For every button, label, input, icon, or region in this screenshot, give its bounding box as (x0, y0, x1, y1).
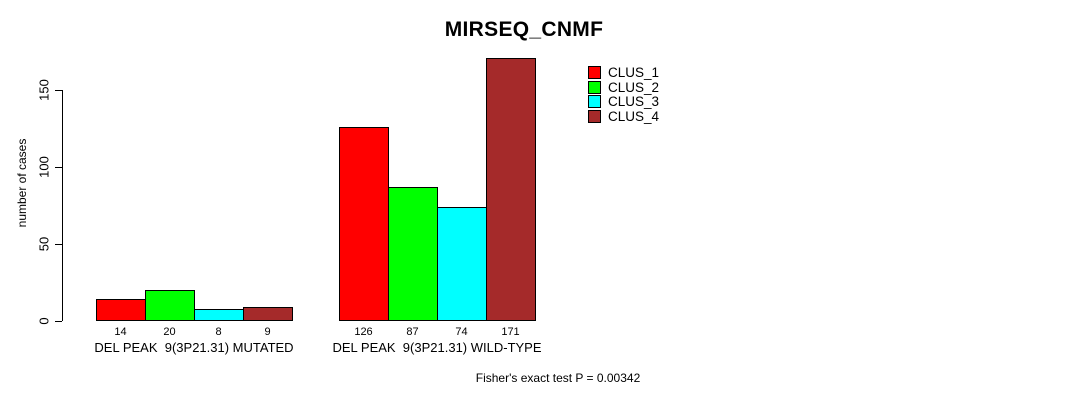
chart-title: MIRSEQ_CNMF (444, 18, 604, 41)
bar-value-label: 87 (406, 326, 419, 338)
legend-label: CLUS_3 (608, 94, 660, 109)
legend-label: CLUS_1 (608, 65, 660, 80)
bar-value-label: 74 (455, 326, 468, 338)
y-tick-mark (55, 90, 62, 91)
y-axis-title: number of cases (15, 138, 29, 228)
y-tick-label: 100 (36, 156, 52, 178)
bar-clus_1-group-0 (96, 299, 146, 321)
y-tick-label: 150 (36, 79, 52, 101)
y-tick-mark (55, 244, 62, 245)
y-tick-mark (55, 321, 62, 322)
y-tick-label: 50 (36, 236, 52, 252)
bar-clus_3-group-1 (437, 207, 487, 321)
bar-value-label: 126 (354, 326, 373, 338)
bar-clus_4-group-0 (243, 307, 293, 321)
bar-clus_4-group-1 (486, 58, 536, 321)
bar-clus_2-group-0 (145, 290, 195, 321)
bar-value-label: 20 (163, 326, 176, 338)
legend-swatch-clus_2 (588, 81, 601, 94)
bar-clus_3-group-0 (194, 309, 244, 321)
y-tick-mark (55, 167, 62, 168)
y-tick-label: 0 (36, 317, 52, 325)
legend-label: CLUS_2 (608, 80, 660, 95)
legend-label: CLUS_4 (608, 109, 660, 124)
fisher-test-annotation: Fisher's exact test P = 0.00342 (475, 371, 641, 385)
bar-value-label: 171 (501, 326, 520, 338)
bar-clus_2-group-1 (388, 187, 438, 321)
legend-swatch-clus_1 (588, 66, 601, 79)
bar-clus_1-group-1 (339, 127, 389, 321)
y-axis-line (62, 90, 63, 321)
category-label: DEL PEAK 9(3P21.31) MUTATED (94, 340, 294, 355)
legend-swatch-clus_3 (588, 95, 601, 108)
legend-swatch-clus_4 (588, 110, 601, 123)
bar-value-label: 9 (264, 326, 271, 338)
bar-value-label: 8 (215, 326, 222, 338)
category-label: DEL PEAK 9(3P21.31) WILD-TYPE (332, 340, 542, 355)
bar-value-label: 14 (114, 326, 127, 338)
